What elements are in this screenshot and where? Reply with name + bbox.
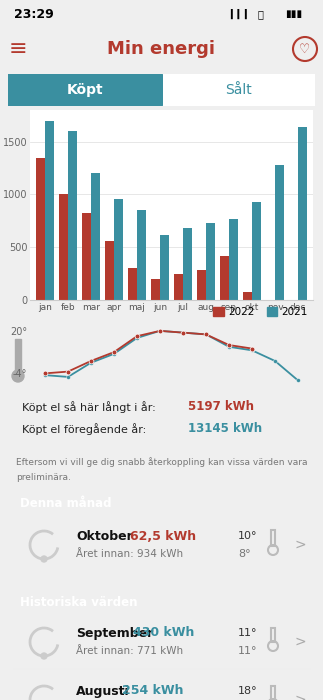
Text: 23:29: 23:29 [14, 8, 54, 20]
Bar [197, 270, 206, 300]
Text: Eftersom vi vill ge dig snabb återkoppling kan vissa värden vara: Eftersom vi vill ge dig snabb återkoppli… [16, 457, 307, 467]
Text: 62,5 kWh: 62,5 kWh [130, 529, 196, 542]
Bar [137, 210, 146, 300]
Text: Året innan: 771 kWh: Året innan: 771 kWh [76, 646, 183, 656]
Bar [128, 268, 137, 300]
Point [157, 326, 162, 337]
Circle shape [12, 370, 24, 382]
Text: 10°: 10° [238, 531, 257, 541]
Bar [271, 628, 275, 642]
Bar [275, 165, 284, 300]
Point [89, 356, 94, 367]
Point [203, 329, 209, 340]
Text: Köpt el föregående år:: Köpt el föregående år: [22, 423, 153, 435]
Text: 5197 kWh: 5197 kWh [188, 400, 254, 414]
Text: ♡: ♡ [299, 43, 311, 55]
Point [42, 368, 47, 379]
Point [273, 356, 278, 367]
Text: ≡: ≡ [9, 39, 27, 59]
Bar [271, 530, 275, 546]
Text: 430 kWh: 430 kWh [133, 626, 194, 640]
Text: Året innan: 934 kWh: Året innan: 934 kWh [76, 549, 183, 559]
Bar [114, 199, 123, 300]
Point [249, 343, 255, 354]
FancyBboxPatch shape [7, 73, 163, 107]
Bar [298, 127, 307, 300]
Point [65, 371, 70, 382]
Text: 254 kWh: 254 kWh [121, 685, 183, 697]
Point [181, 327, 186, 338]
Point [203, 329, 209, 340]
Text: Min energi: Min energi [107, 40, 215, 58]
Text: ▎▎▎: ▎▎▎ [230, 9, 253, 19]
Text: 11°: 11° [238, 628, 257, 638]
Bar [68, 131, 77, 300]
Bar [151, 279, 160, 300]
Point [296, 375, 301, 386]
Point [226, 341, 232, 352]
Text: 18°: 18° [238, 686, 258, 696]
Point [181, 327, 186, 338]
Text: Sålt: Sålt [224, 83, 251, 97]
Point [134, 332, 140, 344]
Text: Köpt el så här långt i år:: Köpt el så här långt i år: [22, 401, 159, 413]
Bar [174, 274, 183, 300]
Bar [220, 256, 229, 300]
Text: 🛜: 🛜 [258, 9, 264, 19]
Text: Augusti: Augusti [76, 685, 130, 697]
Text: preliminära.: preliminära. [16, 473, 71, 482]
Point [157, 326, 162, 337]
Bar [59, 195, 68, 300]
Bar [45, 120, 54, 300]
Point [226, 340, 232, 351]
Text: Historiska värden: Historiska värden [20, 596, 138, 608]
Bar [229, 218, 238, 300]
Circle shape [41, 653, 47, 659]
Bar [15, 339, 21, 371]
Point [111, 346, 117, 358]
Text: >: > [295, 635, 307, 649]
Text: ▮▮▮: ▮▮▮ [285, 9, 302, 19]
Point [42, 370, 47, 381]
Bar [183, 228, 192, 300]
FancyBboxPatch shape [6, 72, 317, 108]
Point [65, 366, 70, 377]
Text: >: > [295, 538, 307, 552]
Text: 11°: 11° [238, 646, 257, 656]
Text: Oktober: Oktober [76, 529, 133, 542]
Text: Denna månad: Denna månad [20, 498, 111, 510]
Circle shape [41, 556, 47, 562]
Text: 8°: 8° [238, 549, 251, 559]
Text: September: September [76, 626, 153, 640]
Legend: 2022, 2021: 2022, 2021 [214, 307, 308, 317]
Bar [252, 202, 261, 300]
Point [111, 349, 117, 360]
Text: >: > [295, 693, 307, 700]
Point [134, 330, 140, 342]
Bar [36, 158, 45, 300]
Bar [271, 686, 275, 700]
Text: Köpt: Köpt [67, 83, 103, 97]
Point [89, 357, 94, 368]
Bar [206, 223, 215, 300]
Bar [160, 234, 169, 300]
Bar [105, 241, 114, 300]
Point [249, 344, 255, 356]
Bar [243, 292, 252, 300]
Text: 13145 kWh: 13145 kWh [188, 423, 262, 435]
Bar [82, 214, 91, 300]
Bar [91, 174, 100, 300]
